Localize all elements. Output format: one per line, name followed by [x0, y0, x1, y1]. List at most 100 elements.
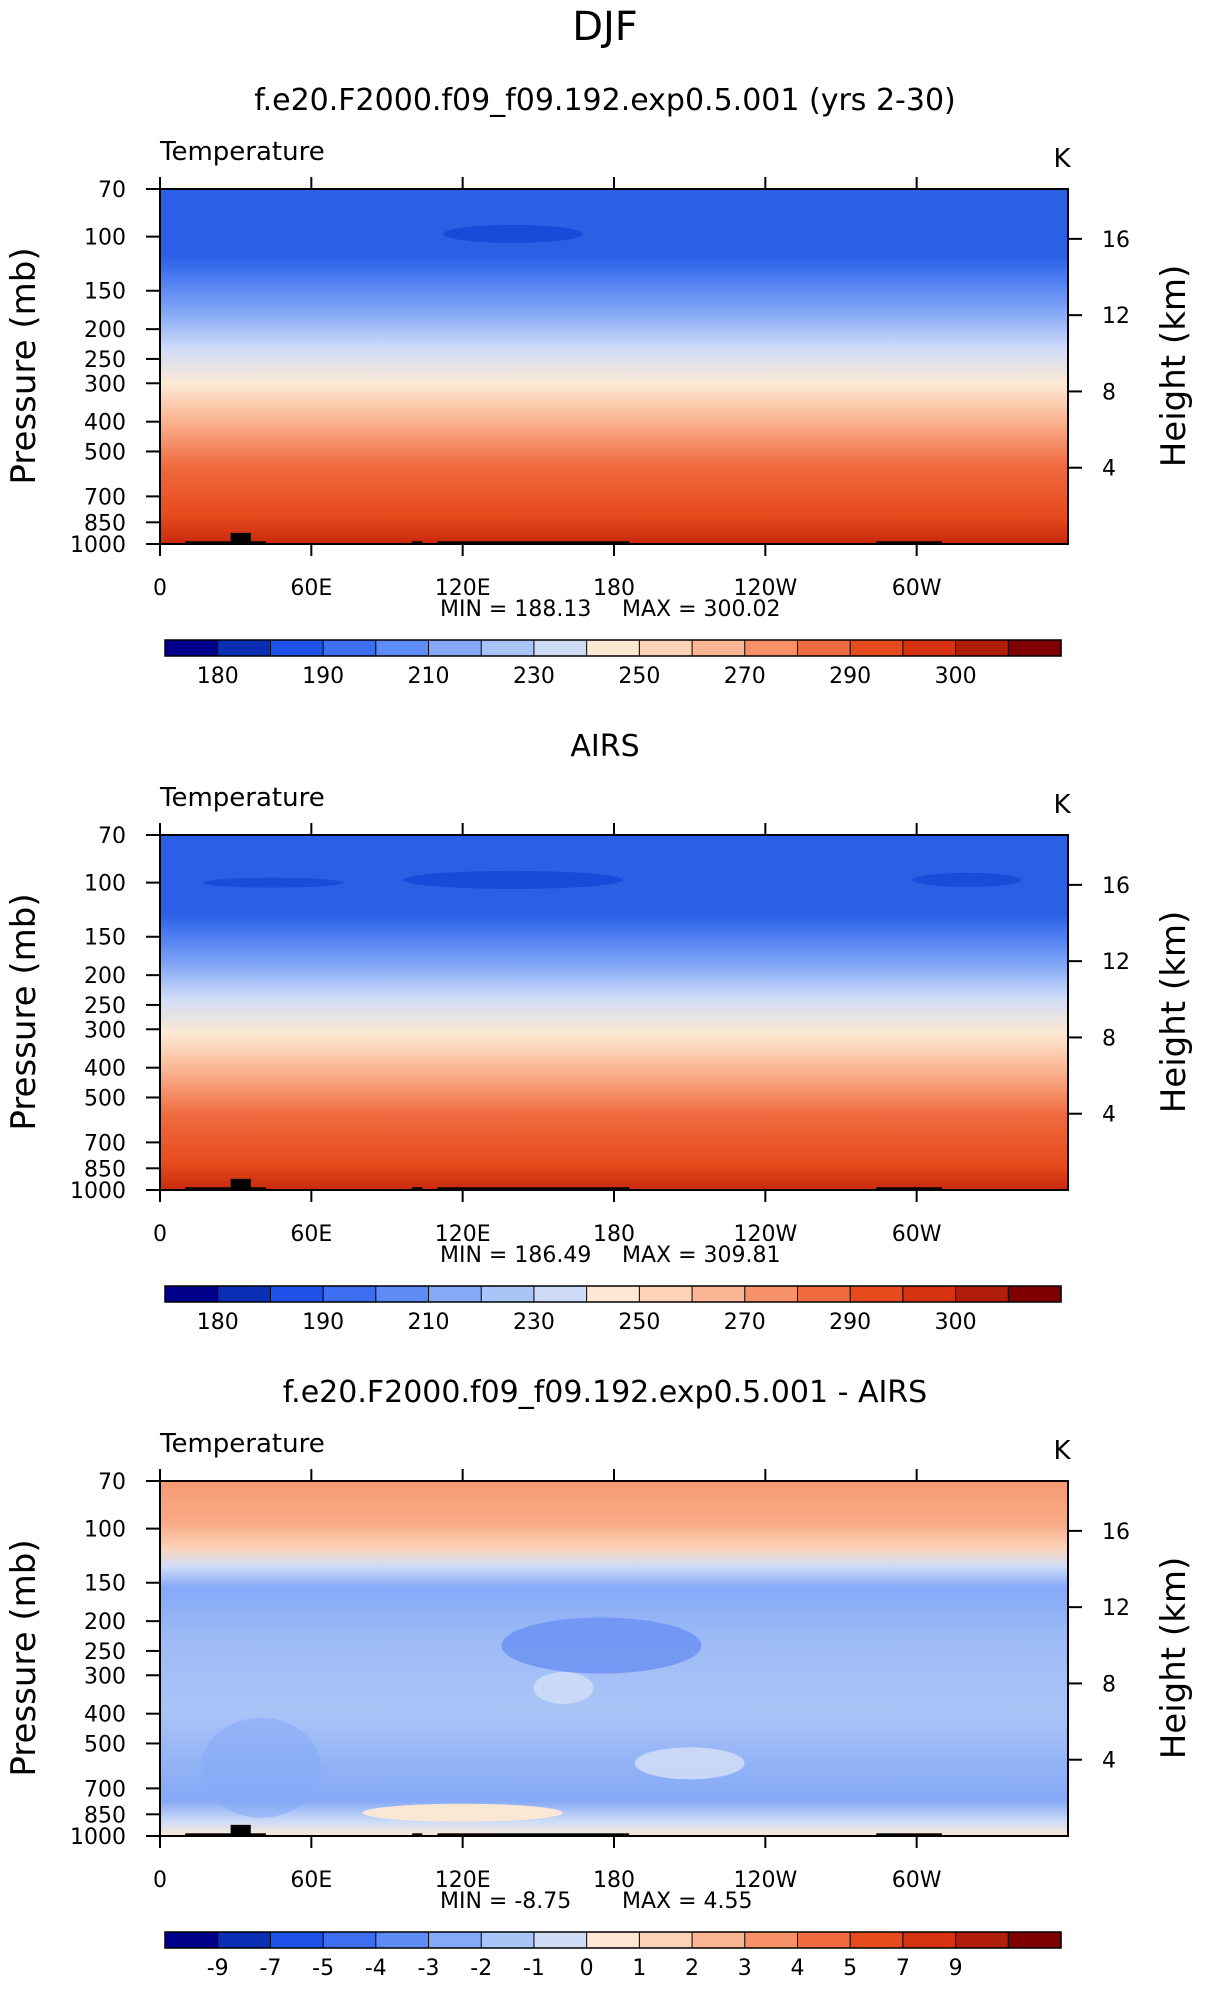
colorbar-label: -4 — [365, 1956, 387, 1981]
colorbar-swatch — [850, 640, 904, 656]
pressure-tick-label: 70 — [98, 178, 126, 203]
height-tick-label: 12 — [1102, 950, 1130, 975]
colorbar-swatch — [902, 640, 957, 656]
lon-tick-label: 180 — [593, 576, 635, 601]
colorbar-label: 230 — [513, 1310, 555, 1335]
lon-tick-label: 120E — [435, 576, 491, 601]
topography-mask — [437, 541, 630, 544]
colorbar-swatch — [481, 1932, 535, 1948]
height-tick-label: 16 — [1102, 1520, 1130, 1545]
topography-mask — [876, 541, 942, 544]
panel-title: f.e20.F2000.f09_f09.192.exp0.5.001 - AIR… — [283, 1375, 927, 1410]
colorbar-swatch — [586, 1286, 640, 1302]
season-title: DJF — [572, 4, 638, 50]
colorbar-swatch — [375, 1286, 430, 1302]
colorbar-swatch — [744, 640, 799, 656]
height-tick-label: 12 — [1102, 304, 1130, 329]
lon-tick-label: 0 — [153, 1222, 167, 1247]
plot-field — [160, 835, 1068, 1190]
colorbar-swatch — [639, 1286, 693, 1302]
colorbar-swatch — [902, 1286, 957, 1302]
colorbar-label: 300 — [935, 664, 977, 689]
cold-anomaly-region — [912, 872, 1023, 887]
topography-mask — [185, 1187, 236, 1190]
pressure-tick-label: 850 — [84, 1157, 126, 1182]
topography-mask — [876, 1833, 942, 1836]
topography-mask — [876, 1187, 942, 1190]
panel-model: f.e20.F2000.f09_f09.192.exp0.5.001 (yrs … — [4, 83, 1194, 689]
pressure-tick-label: 150 — [84, 926, 126, 951]
units-label: K — [1053, 790, 1071, 820]
colorbar-swatch — [797, 1932, 851, 1948]
units-label: K — [1053, 1436, 1071, 1466]
colorbar-label: 0 — [580, 1956, 594, 1981]
topography-mask — [185, 541, 236, 544]
colorbar-label: 7 — [896, 1956, 910, 1981]
colorbar-label: -9 — [207, 1956, 229, 1981]
colorbar-label: 270 — [724, 664, 766, 689]
left-axis-label: Pressure (mb) — [4, 247, 44, 484]
cold-anomaly-region — [200, 1717, 321, 1818]
pressure-tick-label: 200 — [84, 318, 126, 343]
colorbar-swatch — [1008, 640, 1062, 656]
colorbar-swatch — [217, 1286, 272, 1302]
colorbar-swatch — [428, 1286, 482, 1302]
colorbar-swatch — [639, 640, 693, 656]
colorbar-swatch — [165, 1286, 219, 1302]
topography-mask — [185, 1833, 236, 1836]
cold-anomaly-region — [203, 877, 344, 888]
colorbar-swatch — [323, 1932, 377, 1948]
lon-tick-label: 60E — [290, 1868, 332, 1893]
pressure-tick-label: 70 — [98, 1470, 126, 1495]
colorbar-swatch — [744, 1932, 799, 1948]
colorbar-swatch — [323, 1286, 377, 1302]
colorbar-label: 270 — [724, 1310, 766, 1335]
colorbar-swatch — [270, 640, 324, 656]
pressure-tick-label: 300 — [84, 372, 126, 397]
colorbar-swatch — [692, 1286, 746, 1302]
min-value-label: MIN = 186.49 — [440, 1243, 591, 1268]
colorbar-swatch — [217, 1932, 272, 1948]
pressure-tick-label: 150 — [84, 1572, 126, 1597]
colorbar-label: 290 — [829, 1310, 871, 1335]
height-tick-label: 4 — [1102, 1749, 1116, 1774]
colorbar-frame — [164, 639, 1062, 657]
colorbar-frame — [164, 1285, 1062, 1303]
colorbar-swatch — [323, 640, 377, 656]
pressure-tick-label: 500 — [84, 1086, 126, 1111]
pressure-tick-label: 300 — [84, 1664, 126, 1689]
height-tick-label: 4 — [1102, 457, 1116, 482]
lon-tick-label: 60W — [892, 576, 942, 601]
colorbar-label: 230 — [513, 664, 555, 689]
pressure-tick-label: 1000 — [70, 1825, 126, 1850]
colorbar-label: 3 — [738, 1956, 752, 1981]
colorbar-label: 2 — [685, 1956, 699, 1981]
lon-tick-label: 180 — [593, 1868, 635, 1893]
panel-title: AIRS — [570, 729, 639, 764]
colorbar-swatch — [797, 640, 851, 656]
colorbar-swatch — [692, 1932, 746, 1948]
pressure-tick-label: 1000 — [70, 1179, 126, 1204]
colorbar-swatch — [955, 1286, 1009, 1302]
colorbar-swatch — [586, 1932, 640, 1948]
colorbar-swatch — [165, 1932, 219, 1948]
colorbar-swatch — [375, 640, 430, 656]
colorbar-swatch — [692, 640, 746, 656]
colorbar-swatch — [481, 640, 535, 656]
variable-label: Temperature — [159, 783, 325, 813]
colorbar-label: -1 — [523, 1956, 545, 1981]
topography-mask — [437, 1187, 630, 1190]
max-value-label: MAX = 4.55 — [622, 1889, 753, 1914]
colorbar-swatch — [902, 1932, 957, 1948]
pressure-tick-label: 400 — [84, 411, 126, 436]
colorbar-swatch — [217, 640, 272, 656]
lon-tick-label: 120E — [435, 1868, 491, 1893]
lon-tick-label: 60W — [892, 1868, 942, 1893]
topography-mask — [230, 1178, 251, 1190]
pressure-tick-label: 500 — [84, 1732, 126, 1757]
colorbar-swatch — [955, 640, 1009, 656]
warm-anomaly-region — [362, 1803, 563, 1822]
pressure-tick-label: 200 — [84, 1610, 126, 1635]
cold-anomaly-region — [403, 870, 624, 889]
